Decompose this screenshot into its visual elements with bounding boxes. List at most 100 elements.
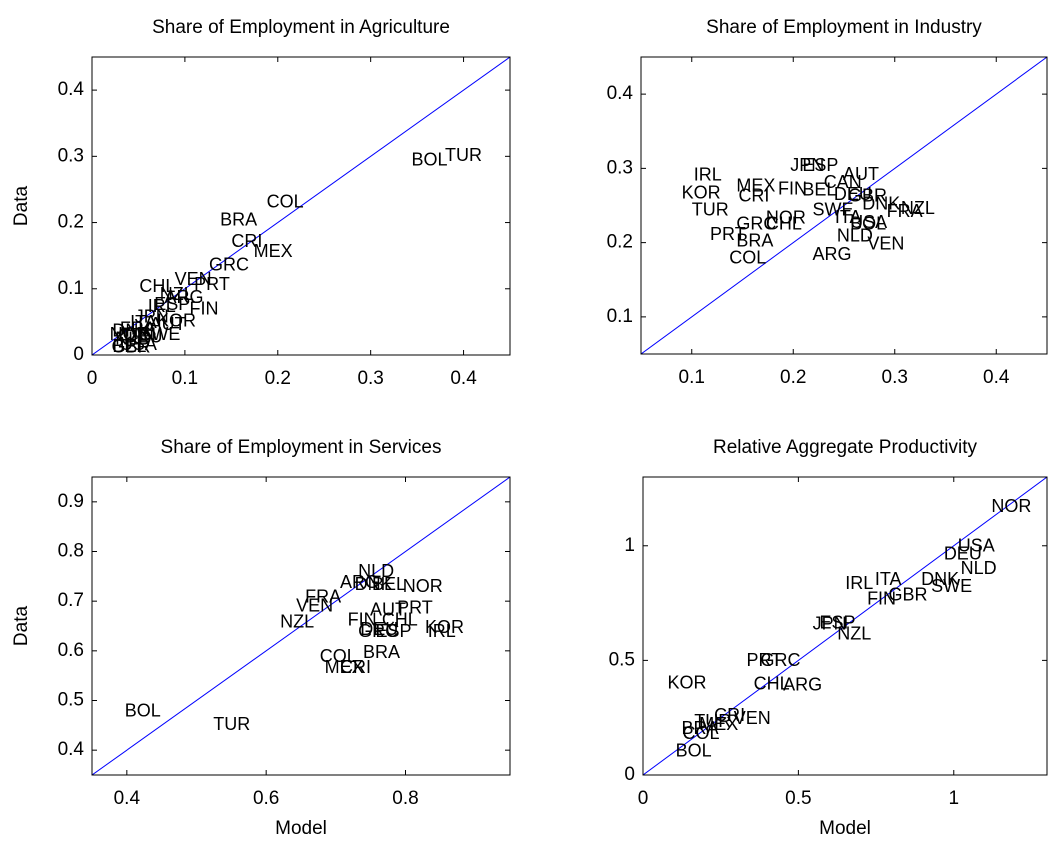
- point-label: FRA: [887, 201, 923, 221]
- y-tick-label: 0.8: [58, 541, 84, 562]
- point-label: MEX: [254, 241, 293, 261]
- point-label: DNK: [921, 569, 959, 589]
- reference-line: [92, 57, 510, 355]
- panel-title: Relative Aggregate Productivity: [713, 437, 978, 458]
- x-tick-label: 0: [638, 788, 649, 809]
- point-label: ITA: [130, 312, 157, 332]
- point-label: GBR: [112, 336, 151, 356]
- point-label: VEN: [296, 595, 333, 615]
- y-tick-label: 0: [624, 764, 635, 785]
- x-tick-label: 0.3: [357, 368, 383, 389]
- point-label: CHL: [754, 673, 790, 693]
- point-label: CAN: [118, 325, 156, 345]
- point-label: GBR: [889, 584, 928, 604]
- point-label: NOR: [403, 576, 443, 596]
- point-label: FIN: [348, 609, 377, 629]
- point-label: DEU: [125, 327, 163, 347]
- y-tick-label: 0.2: [607, 232, 633, 253]
- point-label: CAN: [824, 172, 862, 192]
- y-tick-label: 0.4: [607, 83, 634, 104]
- y-tick-label: 0.1: [58, 278, 84, 299]
- x-tick-label: 0: [87, 368, 98, 389]
- panel: Relative Aggregate Productivity Model 0 0.5…: [609, 437, 1048, 839]
- point-label: IRL: [694, 165, 722, 185]
- point-label: PRT: [710, 224, 746, 244]
- point-label: FIN: [778, 179, 807, 199]
- point-label: MEX: [699, 714, 738, 734]
- point-label: PRT: [397, 597, 433, 617]
- x-tick-label: 0.3: [882, 367, 908, 388]
- point-label: NOR: [991, 496, 1031, 516]
- point-label: ARG: [813, 244, 852, 264]
- x-axis-label: Model: [819, 818, 871, 839]
- reference-line: [643, 477, 1047, 775]
- x-tick-label: 0.5: [785, 788, 811, 809]
- point-label: AUT: [370, 599, 406, 619]
- x-tick-label: 0.6: [253, 788, 279, 809]
- point-label: DEU: [944, 544, 982, 564]
- point-label: NZL: [280, 611, 314, 631]
- point-label: ARG: [783, 675, 822, 695]
- y-tick-label: 0.7: [58, 590, 84, 611]
- point-label: IRL: [148, 296, 176, 316]
- point-label: CRI: [231, 231, 262, 251]
- y-tick-label: 0.9: [58, 491, 84, 512]
- point-label: GBR: [848, 185, 887, 205]
- point-label: TUR: [694, 711, 731, 731]
- y-tick-label: 0.1: [607, 306, 633, 327]
- point-label: USA: [850, 212, 887, 232]
- point-label: BOL: [850, 214, 886, 234]
- point-label: SWE: [813, 199, 854, 219]
- point-label: NLD: [961, 558, 997, 578]
- point-label: KOR: [157, 311, 196, 331]
- point-label: USA: [958, 535, 995, 555]
- point-label: CHL: [766, 214, 802, 234]
- point-label: COL: [267, 191, 304, 211]
- point-label: CRI: [340, 657, 371, 677]
- point-label: PRT: [194, 274, 230, 294]
- point-label: TUR: [692, 199, 729, 219]
- point-label: BEL: [802, 179, 836, 199]
- point-label: ITA: [835, 207, 862, 227]
- point-label: KOR: [682, 182, 721, 202]
- point-label: KOR: [425, 617, 464, 637]
- point-label: DNK: [355, 574, 393, 594]
- y-tick-label: 0.5: [58, 690, 84, 711]
- point-label: BOL: [676, 740, 712, 760]
- y-axis-label: Data: [11, 606, 32, 647]
- point-label: ESP: [154, 294, 190, 314]
- point-label: SWE: [931, 576, 972, 596]
- point-label: DEU: [834, 184, 872, 204]
- panel: Share of Employment in Services Model Data…: [11, 437, 511, 839]
- point-label: NLD: [358, 561, 394, 581]
- point-label: NOR: [110, 324, 150, 344]
- point-label: VEN: [867, 234, 904, 254]
- y-tick-label: 0.4: [58, 79, 85, 100]
- point-label: ARG: [340, 572, 379, 592]
- point-label: COL: [682, 723, 719, 743]
- x-tick-label: 0.1: [172, 368, 198, 389]
- point-label: AUT: [843, 164, 879, 184]
- point-label: BRA: [220, 209, 257, 229]
- point-label: CHL: [382, 609, 418, 629]
- point-label: AUT: [150, 314, 186, 334]
- point-label: PRT: [746, 650, 782, 670]
- point-label: MEX: [736, 176, 775, 196]
- x-tick-label: 1: [948, 788, 959, 809]
- point-label: TUR: [445, 145, 482, 165]
- point-label: BOL: [125, 701, 161, 721]
- point-label: DNK: [112, 321, 150, 341]
- point-label: FIN: [190, 299, 219, 319]
- point-label: JPN: [813, 614, 847, 634]
- point-label: USA: [120, 334, 157, 354]
- point-label: GRC: [209, 254, 249, 274]
- x-tick-label: 0.2: [780, 367, 806, 388]
- point-label: FRA: [305, 586, 341, 606]
- point-label: FIN: [867, 588, 896, 608]
- point-label: NZL: [160, 284, 194, 304]
- point-label: BEL: [112, 336, 146, 356]
- y-tick-label: 0: [73, 344, 84, 365]
- plot-frame: [91, 56, 511, 356]
- point-label: ESP: [820, 613, 856, 633]
